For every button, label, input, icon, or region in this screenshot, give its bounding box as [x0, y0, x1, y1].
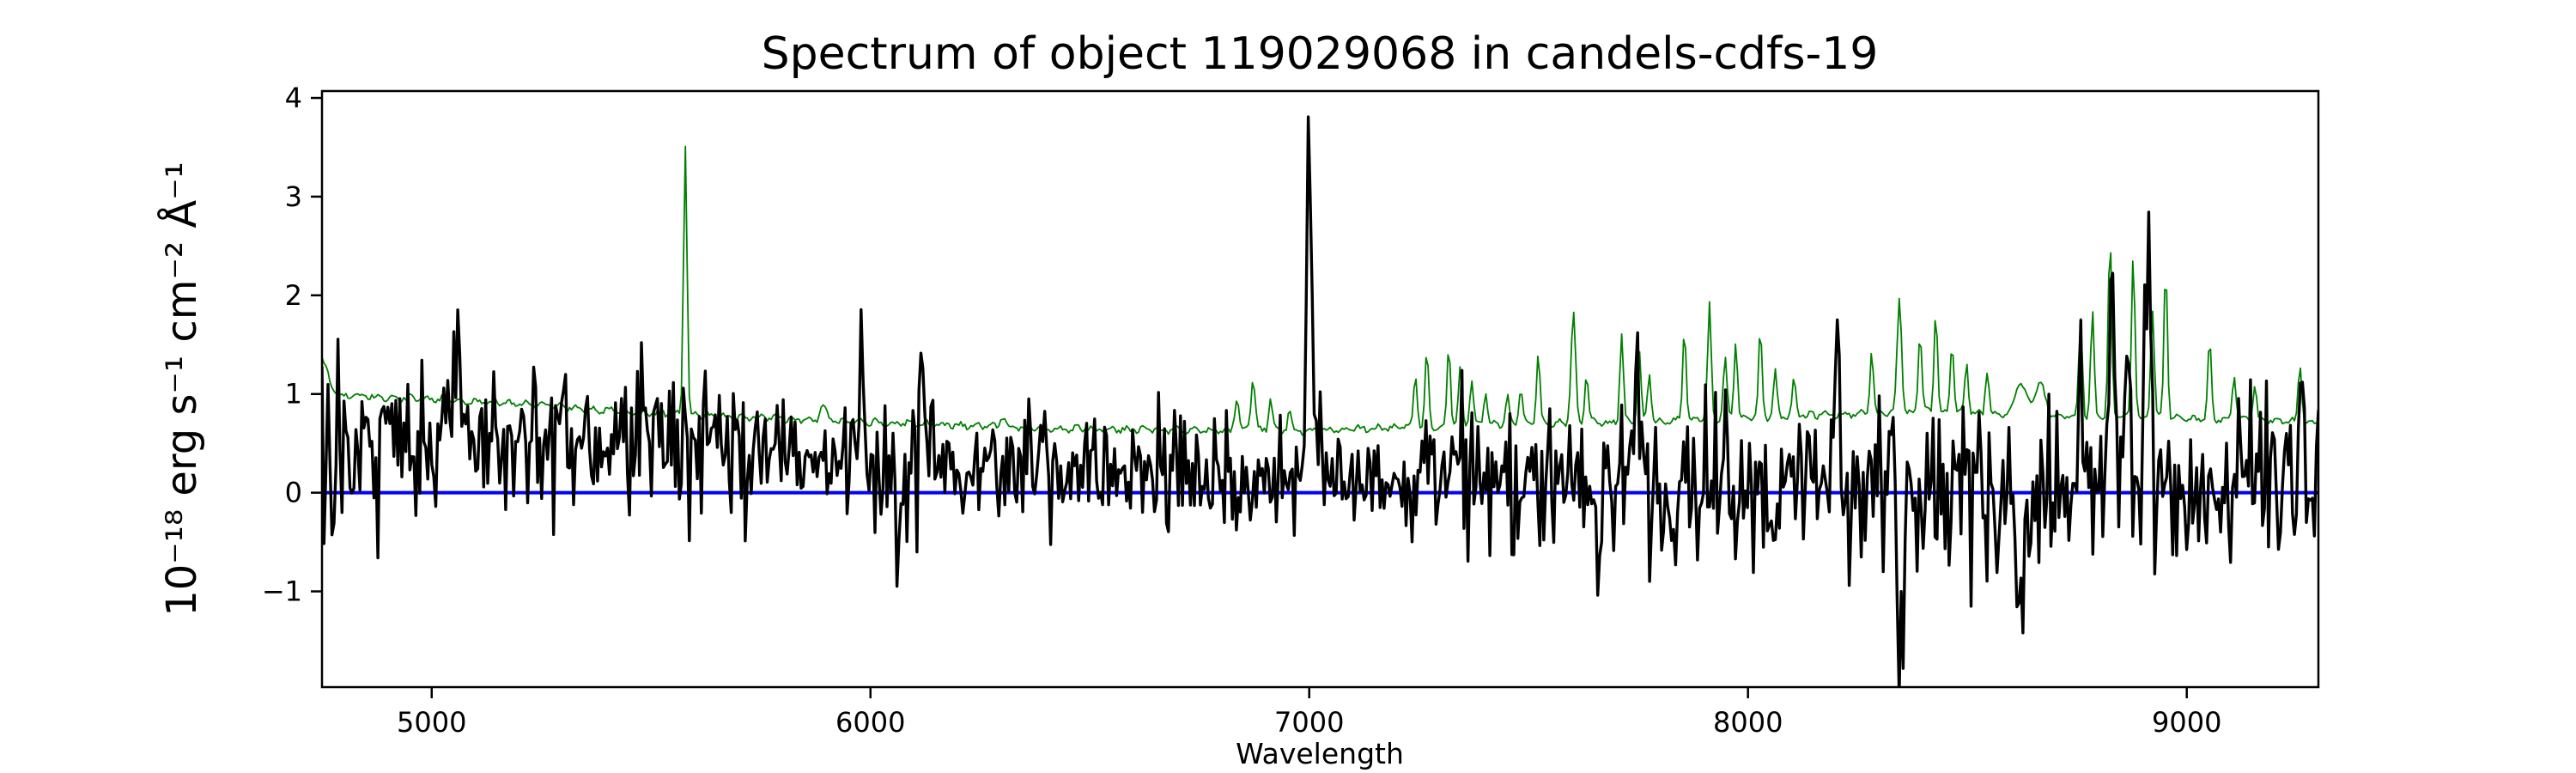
x-tick-label: 6000 [835, 706, 905, 739]
x-axis-label: Wavelength [1236, 737, 1404, 770]
plot-frame [320, 89, 2320, 689]
y-tick-label: 2 [285, 279, 302, 312]
plot-series [322, 115, 2318, 687]
x-tick-label: 7000 [1274, 706, 1344, 739]
x-tick-label: 8000 [1713, 706, 1783, 739]
x-axis: 5000 6000 7000 8000 9000 [397, 687, 2221, 739]
chart-title: Spectrum of object 119029068 in candels-… [762, 28, 1879, 80]
y-tick-label: 0 [285, 477, 302, 509]
y-tick-label: 4 [285, 82, 302, 114]
y-tick-label: −1 [262, 575, 302, 608]
x-tick-label: 5000 [397, 706, 466, 739]
y-axis: −1 0 1 2 3 4 [262, 82, 322, 608]
flux-line [322, 115, 2318, 687]
y-tick-label: 3 [285, 180, 302, 213]
y-axis-label: 10⁻¹⁸ erg s⁻¹ cm⁻² Å⁻¹ [157, 161, 206, 617]
x-tick-label: 9000 [2152, 706, 2221, 739]
y-tick-label: 1 [285, 378, 302, 411]
